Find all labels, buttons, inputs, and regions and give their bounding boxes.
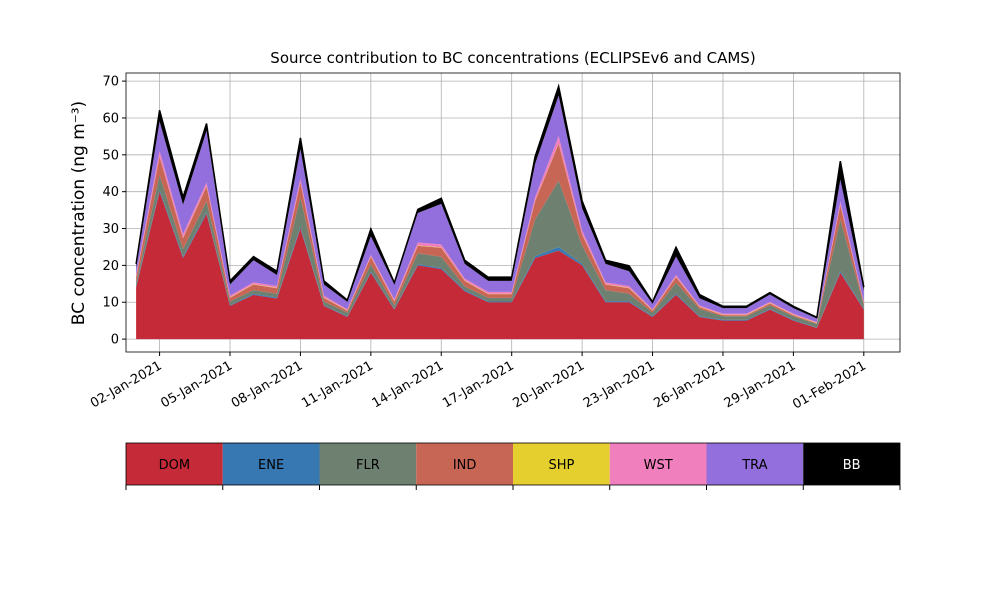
legend-swatch [513, 443, 610, 485]
legend-label: SHP [548, 458, 574, 473]
x-tick-label: 14-Jan-2021 [370, 358, 447, 411]
y-tick-label: 40 [102, 185, 119, 200]
legend-frame [125, 442, 901, 486]
x-tick-label: 20-Jan-2021 [511, 358, 588, 411]
y-tick-label: 10 [102, 296, 119, 311]
x-tick-label: 29-Jan-2021 [722, 358, 799, 411]
area [136, 95, 864, 323]
legend-swatch [416, 443, 513, 485]
total-line [135, 83, 865, 319]
legend-label: TRA [741, 458, 767, 473]
x-tick-label: 23-Jan-2021 [581, 358, 658, 411]
area [136, 175, 864, 328]
legend-swatch [222, 443, 320, 485]
plot-frame [125, 72, 901, 353]
legend-label: FLR [356, 458, 380, 473]
chart-title: Source contribution to BC concentrations… [270, 49, 755, 67]
y-tick-label: 20 [102, 259, 119, 274]
x-tick-label: 01-Feb-2021 [790, 358, 869, 412]
x-tick-label: 17-Jan-2021 [440, 358, 517, 411]
y-tick-label: 60 [102, 111, 119, 126]
legend-label: ENE [258, 458, 284, 473]
legend-swatch [126, 443, 223, 485]
x-tick-label: 02-Jan-2021 [88, 358, 165, 411]
legend-swatch [803, 443, 900, 485]
x-tick-label: 11-Jan-2021 [299, 358, 376, 411]
area [136, 191, 864, 340]
y-tick-label: 0 [111, 333, 119, 348]
y-tick-label: 30 [102, 222, 119, 237]
legend-label: DOM [159, 458, 190, 473]
legend-label: WST [644, 458, 673, 473]
y-axis-label: BC concentration (ng m⁻³) [69, 101, 89, 325]
x-tick-label: 26-Jan-2021 [651, 358, 728, 411]
y-tick-label: 50 [102, 148, 119, 163]
legend-swatch [609, 443, 707, 485]
legend-label: BB [843, 458, 861, 473]
legend-swatch [706, 443, 804, 485]
y-tick-label: 70 [102, 75, 119, 90]
x-tick-label: 08-Jan-2021 [229, 358, 306, 411]
x-tick-label: 05-Jan-2021 [158, 358, 235, 411]
legend-swatch [319, 443, 417, 485]
legend-label: IND [453, 458, 477, 473]
